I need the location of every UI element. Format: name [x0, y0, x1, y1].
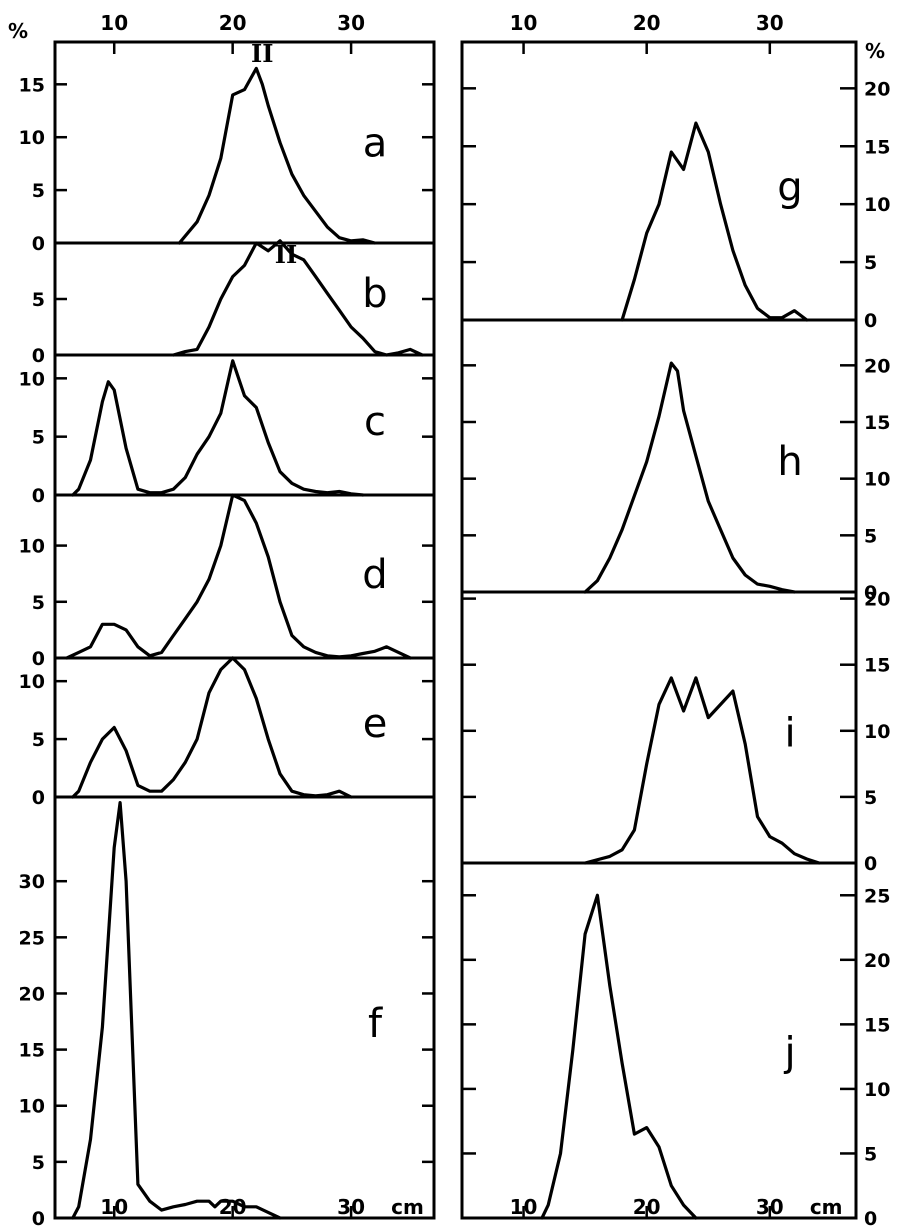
panel-label-h: h: [777, 439, 802, 485]
y-tick-label: 5: [864, 1143, 877, 1165]
y-tick-label: 5: [864, 525, 877, 547]
y-tick-label: 5: [32, 729, 45, 751]
x-unit-label: cm: [391, 1195, 424, 1219]
y-tick-label: 10: [19, 1096, 45, 1118]
y-tick-label: 10: [864, 1079, 890, 1101]
y-tick-label: 20: [864, 355, 890, 377]
y-tick-label: 0: [32, 345, 45, 367]
y-tick-label: 15: [864, 655, 890, 677]
x-tick-label-bottom: 30: [337, 1195, 365, 1219]
y-tick-label: 0: [864, 853, 877, 875]
y-tick-label: 20: [864, 950, 890, 972]
y-tick-label: 10: [19, 127, 45, 149]
column-frame-1: [53, 40, 436, 1220]
panel-label-i: i: [784, 710, 795, 756]
x-tick-label-top: 30: [337, 11, 365, 35]
y-tick-label: 15: [864, 412, 890, 434]
y-tick-label: 5: [32, 1152, 45, 1174]
y-tick-label: 0: [32, 485, 45, 507]
x-tick-label-top: 10: [510, 11, 538, 35]
x-tick-label-top: 20: [633, 11, 661, 35]
y-tick-label: 0: [32, 233, 45, 255]
y-tick-label: 15: [864, 1014, 890, 1036]
x-tick-label-bottom: 30: [756, 1195, 784, 1219]
y-tick-label: 5: [864, 252, 877, 274]
series-line-g: [620, 121, 809, 322]
x-tick-label-top: 20: [219, 11, 247, 35]
y-tick-label: 5: [864, 787, 877, 809]
panel-label-e: e: [363, 701, 388, 747]
y-tick-label: 25: [19, 927, 45, 949]
annotation-b: II: [275, 240, 297, 269]
y-tick-label: 0: [864, 1208, 877, 1229]
panel-label-d: d: [362, 552, 387, 598]
y-tick-label: 0: [32, 787, 45, 809]
y-tick-label: 10: [19, 671, 45, 693]
y-unit-label-left: %: [8, 19, 28, 43]
y-tick-label: 10: [19, 368, 45, 390]
series-line-b: [171, 239, 424, 357]
panel-label-j: j: [783, 1029, 795, 1075]
y-tick-label: 25: [864, 885, 890, 907]
y-tick-label: 10: [864, 469, 890, 491]
series-line-f: [71, 800, 282, 1220]
y-tick-label: 15: [864, 136, 890, 158]
column-frame-2: [460, 40, 858, 1220]
y-tick-label: 0: [864, 582, 877, 604]
y-tick-label: 20: [864, 589, 890, 611]
y-tick-label: 5: [32, 289, 45, 311]
y-tick-label: 10: [864, 194, 890, 216]
series-line-c: [71, 359, 365, 497]
panel-label-c: c: [364, 399, 386, 445]
y-tick-label: 0: [32, 1208, 45, 1229]
y-tick-label: 0: [864, 310, 877, 332]
x-unit-label: cm: [810, 1195, 843, 1219]
x-tick-label-top: 10: [100, 11, 128, 35]
x-tick-label-bottom: 10: [510, 1195, 538, 1219]
series-line-e: [71, 656, 353, 799]
y-tick-label: 10: [864, 721, 890, 743]
series-line-a: [177, 66, 377, 245]
panel-label-a: a: [363, 121, 388, 167]
y-tick-label: 20: [19, 983, 45, 1005]
y-tick-label: 30: [19, 871, 45, 893]
y-tick-label: 0: [32, 648, 45, 670]
panel-label-g: g: [777, 164, 802, 210]
y-tick-label: 20: [864, 78, 890, 100]
y-unit-label-right: %: [865, 39, 885, 63]
x-tick-label-top: 30: [756, 11, 784, 35]
series-line-d: [65, 493, 412, 660]
y-tick-label: 5: [32, 180, 45, 202]
panel-label-f: f: [368, 1001, 383, 1047]
y-tick-label: 10: [19, 536, 45, 558]
y-tick-label: 5: [32, 592, 45, 614]
y-tick-label: 5: [32, 427, 45, 449]
series-line-i: [583, 676, 821, 865]
x-tick-label-bottom: 10: [100, 1195, 128, 1219]
series-line-j: [540, 893, 698, 1220]
y-tick-label: 15: [19, 74, 45, 96]
panel-label-b: b: [362, 271, 387, 317]
annotation-a: II: [251, 39, 273, 68]
series-line-h: [583, 361, 797, 594]
y-tick-label: 15: [19, 1040, 45, 1062]
x-tick-label-bottom: 20: [633, 1195, 661, 1219]
